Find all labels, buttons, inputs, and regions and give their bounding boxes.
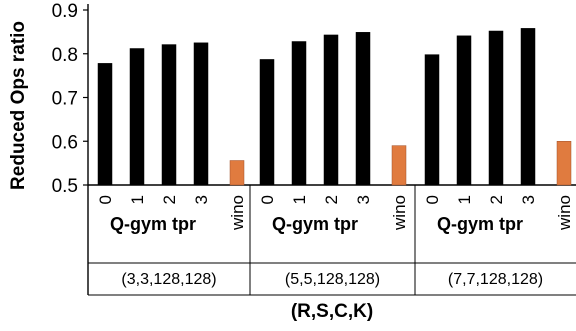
x-tick-label: 0	[96, 195, 115, 204]
y-tick-label: 0.7	[52, 89, 78, 110]
x-tick-label: 2	[322, 195, 341, 204]
bar-qgym-1	[129, 48, 145, 186]
y-axis-ticks: 0.5 0.6 0.7 0.8 0.9	[52, 1, 88, 197]
group-method-label: Q-gym tpr	[437, 214, 523, 234]
y-tick-label: 0.8	[52, 45, 78, 66]
x-tick-label: wino	[390, 195, 409, 231]
x-tick-label: 3	[354, 195, 373, 204]
bar-qgym-3	[355, 32, 371, 186]
bar-qgym-0	[424, 54, 440, 186]
bar-qgym-0	[259, 59, 275, 186]
group-method-label: Q-gym tpr	[272, 214, 358, 234]
y-axis-title-group: Reduced Ops ratio	[8, 21, 29, 190]
y-tick-label: 0.5	[52, 176, 78, 197]
bar-qgym-1	[291, 41, 307, 186]
parameter-labels: (3,3,128,128) (5,5,128,128) (7,7,128,128)	[121, 271, 543, 288]
y-tick-label: 0.6	[52, 132, 78, 153]
bar-qgym-2	[161, 44, 177, 186]
x-tick-label: 3	[192, 195, 211, 204]
x-tick-label: 1	[455, 195, 474, 204]
x-tick-label: 2	[487, 195, 506, 204]
y-tick-label: 0.9	[52, 1, 78, 22]
group-param-label: (3,3,128,128)	[121, 271, 216, 288]
bar-qgym-2	[323, 34, 339, 186]
bar-qgym-0	[97, 63, 113, 186]
y-axis-title: Reduced Ops ratio	[8, 21, 29, 190]
bar-wino	[229, 160, 245, 186]
group-param-label: (7,7,128,128)	[448, 271, 543, 288]
x-tick-label: wino	[555, 195, 574, 231]
bar-wino	[391, 145, 407, 186]
x-tick-label: 2	[160, 195, 179, 204]
x-tick-label: 0	[258, 195, 277, 204]
bar-qgym-3	[193, 42, 209, 186]
group-method-labels: Q-gym tpr Q-gym tpr Q-gym tpr	[110, 214, 523, 234]
bar-wino	[556, 141, 572, 186]
x-tick-labels: 0 1 2 3 wino 0 1 2 3 wino 0 1 2 3 wino	[96, 195, 574, 231]
x-tick-label: wino	[228, 195, 247, 231]
x-tick-label: 3	[519, 195, 538, 204]
group-method-label: Q-gym tpr	[110, 214, 196, 234]
x-tick-label: 0	[423, 195, 442, 204]
bar-qgym-2	[488, 30, 504, 186]
bar-qgym-3	[520, 28, 536, 186]
x-tick-label: 1	[290, 195, 309, 204]
bars	[97, 28, 572, 186]
bar-qgym-1	[456, 35, 472, 186]
x-tick-label: 1	[128, 195, 147, 204]
group-param-label: (5,5,128,128)	[285, 271, 380, 288]
x-axis-title: (R,S,C,K)	[291, 301, 373, 322]
